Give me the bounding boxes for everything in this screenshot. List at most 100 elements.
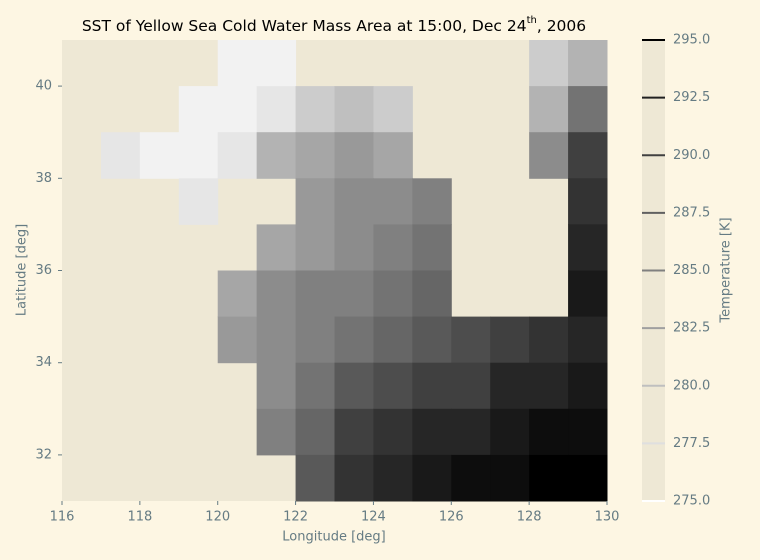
cell — [412, 270, 452, 318]
cell — [529, 408, 569, 456]
cell — [100, 132, 141, 179]
cell — [217, 86, 258, 133]
y-axis-label: Latitude [deg] — [15, 224, 30, 316]
colorbar-tick-label: 280.0 — [673, 378, 710, 393]
colorbar-tick-label: 287.5 — [673, 205, 710, 220]
cell — [295, 454, 335, 502]
title-text: , 2006 — [537, 17, 586, 35]
cell — [412, 408, 452, 456]
cell — [334, 270, 374, 318]
cell — [451, 408, 491, 456]
colorbar-tick-label: 275.0 — [673, 494, 710, 509]
cell — [334, 132, 374, 179]
cell — [412, 362, 452, 410]
y-tick-label: 32 — [35, 447, 52, 462]
cell — [295, 316, 335, 364]
cell — [568, 270, 608, 318]
cell — [256, 408, 297, 456]
cell — [295, 178, 335, 225]
cell — [256, 132, 297, 179]
cell — [217, 270, 258, 318]
y-tick-label: 34 — [35, 355, 52, 370]
cell — [412, 178, 452, 225]
cell — [295, 270, 335, 318]
cell — [373, 224, 413, 271]
colorbar-tick-label: 292.5 — [673, 90, 710, 105]
x-tick-label: 128 — [517, 510, 542, 525]
colorbar-label: Temperature [K] — [719, 217, 734, 323]
cell — [373, 178, 413, 225]
cell — [568, 408, 608, 456]
cell — [373, 454, 413, 502]
cell — [334, 178, 374, 225]
cell — [373, 270, 413, 318]
title-text: SST of Yellow Sea Cold Water Mass Area a… — [82, 17, 527, 35]
x-tick-label: 120 — [205, 510, 230, 525]
cell — [334, 316, 374, 364]
cell — [529, 40, 569, 87]
cell — [256, 224, 297, 271]
x-tick-label: 122 — [283, 510, 308, 525]
cell — [217, 132, 258, 179]
cell — [451, 316, 491, 364]
cell — [568, 178, 608, 225]
x-tick-label: 130 — [595, 510, 620, 525]
cell — [412, 454, 452, 502]
cell — [568, 362, 608, 410]
cell — [568, 454, 608, 502]
cell — [295, 362, 335, 410]
cell — [334, 86, 374, 133]
chart-title: SST of Yellow Sea Cold Water Mass Area a… — [82, 15, 586, 35]
cell — [334, 362, 374, 410]
cell — [334, 454, 374, 502]
cell — [178, 178, 219, 225]
cell — [295, 86, 335, 133]
x-axis-label: Longitude [deg] — [282, 530, 385, 545]
cell — [373, 86, 413, 133]
cell — [568, 132, 608, 179]
cell — [256, 40, 297, 87]
cell — [568, 86, 608, 133]
cell — [295, 408, 335, 456]
cell — [490, 454, 530, 502]
x-tick-label: 118 — [127, 510, 152, 525]
cell — [334, 224, 374, 271]
cell — [139, 132, 180, 179]
x-tick-label: 116 — [50, 510, 75, 525]
y-tick-label: 38 — [35, 171, 52, 186]
cell — [412, 224, 452, 271]
cell — [334, 408, 374, 456]
colorbar-tick-label: 282.5 — [673, 321, 710, 336]
cell — [256, 316, 297, 364]
cell — [529, 86, 569, 133]
title-superscript: th — [527, 15, 537, 26]
y-tick-label: 40 — [35, 79, 52, 94]
cell — [217, 40, 258, 87]
colorbar-tick-label: 290.0 — [673, 148, 710, 163]
colorbar-tick-label: 285.0 — [673, 263, 710, 278]
cell — [529, 316, 569, 364]
cell — [529, 132, 569, 179]
cell — [256, 86, 297, 133]
cell — [529, 454, 569, 502]
x-tick-label: 126 — [439, 510, 464, 525]
cell — [295, 132, 335, 179]
cell — [178, 86, 219, 133]
cell — [568, 40, 608, 87]
colorbar-tick-label: 277.5 — [673, 436, 710, 451]
cell — [490, 316, 530, 364]
cell — [178, 132, 219, 179]
cell — [568, 316, 608, 364]
cell — [217, 316, 258, 364]
cell — [256, 270, 297, 318]
cell — [490, 408, 530, 456]
cell — [373, 316, 413, 364]
cell — [451, 362, 491, 410]
cell — [373, 362, 413, 410]
cell — [295, 224, 335, 271]
cell — [490, 362, 530, 410]
cell — [373, 132, 413, 179]
cell — [568, 224, 608, 271]
y-tick-label: 36 — [35, 263, 52, 278]
